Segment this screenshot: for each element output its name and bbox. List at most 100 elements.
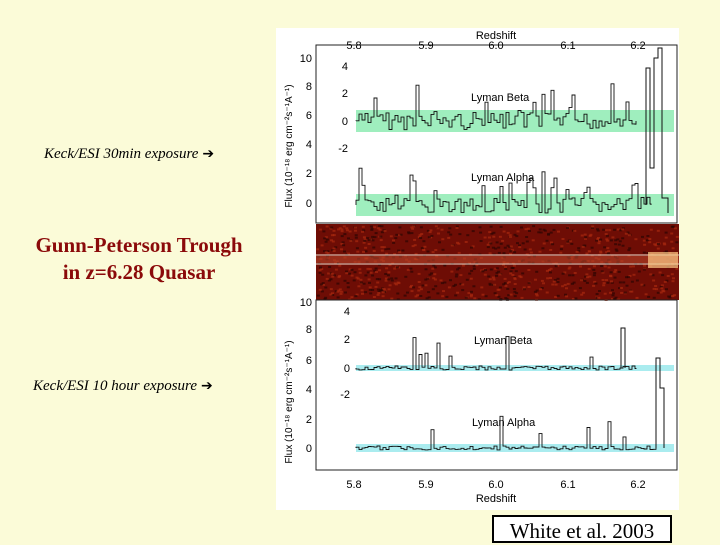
image-noise-pixel	[596, 238, 600, 241]
image-noise-pixel	[601, 279, 605, 281]
image-noise-pixel	[377, 290, 381, 293]
image-noise-pixel	[567, 267, 571, 270]
image-noise-pixel	[318, 288, 322, 291]
bottom-spectrum-panel	[315, 299, 678, 471]
flux-trace	[355, 83, 637, 131]
image-noise-pixel	[573, 272, 577, 274]
image-noise-pixel	[514, 270, 518, 273]
image-noise-pixel	[380, 249, 384, 252]
image-noise-pixel	[427, 296, 431, 299]
image-noise-pixel	[574, 297, 578, 300]
image-noise-pixel	[397, 249, 401, 252]
image-noise-pixel	[340, 248, 343, 251]
image-noise-pixel	[651, 274, 655, 277]
image-noise-pixel	[398, 226, 402, 229]
image-noise-pixel	[520, 296, 524, 299]
image-noise-pixel	[511, 248, 515, 251]
flux-ticks-bottom: 10 8 6 4 2 0	[300, 297, 312, 455]
image-noise-pixel	[363, 239, 367, 242]
image-noise-pixel	[381, 295, 385, 298]
image-noise-pixel	[342, 225, 346, 228]
image-noise-pixel	[432, 277, 436, 280]
image-noise-pixel	[565, 295, 569, 298]
image-noise-pixel	[322, 230, 326, 233]
trace-band	[316, 256, 679, 263]
image-noise-pixel	[590, 246, 594, 249]
image-noise-pixel	[528, 230, 531, 232]
image-noise-pixel	[670, 240, 674, 243]
image-noise-pixel	[494, 267, 498, 270]
image-noise-pixel	[644, 293, 648, 296]
image-noise-pixel	[384, 279, 388, 282]
image-noise-pixel	[355, 247, 359, 250]
image-noise-pixel	[383, 229, 387, 232]
image-noise-pixel	[513, 233, 517, 236]
image-noise-pixel	[440, 228, 444, 231]
image-noise-pixel	[587, 267, 591, 270]
image-noise-pixel	[461, 289, 465, 292]
image-noise-pixel	[508, 234, 512, 237]
bottom-plot-frame	[315, 299, 678, 471]
image-noise-pixel	[385, 252, 389, 255]
image-noise-pixel	[387, 278, 391, 281]
image-noise-pixel	[457, 242, 461, 245]
image-noise-pixel	[441, 295, 445, 298]
image-noise-pixel	[461, 283, 465, 286]
image-noise-pixel	[364, 246, 368, 249]
image-noise-pixel	[592, 284, 596, 287]
image-noise-pixel	[605, 279, 608, 282]
image-noise-pixel	[458, 233, 462, 236]
image-noise-pixel	[509, 253, 512, 255]
image-noise-pixel	[450, 270, 454, 273]
image-noise-pixel	[438, 241, 441, 244]
image-noise-pixel	[583, 233, 587, 236]
image-noise-pixel	[387, 288, 391, 291]
image-noise-pixel	[318, 271, 322, 274]
image-noise-pixel	[495, 241, 499, 244]
image-noise-pixel	[571, 298, 575, 300]
image-noise-pixel	[579, 265, 582, 268]
image-noise-pixel	[541, 247, 545, 250]
image-noise-pixel	[497, 288, 501, 291]
image-noise-pixel	[542, 242, 546, 245]
image-noise-pixel	[447, 236, 451, 239]
image-noise-pixel	[380, 231, 384, 234]
image-noise-pixel	[596, 228, 599, 231]
image-noise-pixel	[605, 238, 609, 241]
image-noise-pixel	[418, 234, 422, 237]
flux-tick-label: 4	[306, 139, 312, 151]
image-noise-pixel	[495, 271, 499, 274]
image-noise-pixel	[502, 283, 506, 286]
image-noise-pixel	[635, 279, 639, 282]
image-noise-pixel	[434, 225, 438, 228]
image-noise-pixel	[671, 280, 675, 283]
flux-tick-label: 6	[306, 355, 312, 367]
image-noise-pixel	[615, 249, 619, 252]
image-noise-pixel	[647, 295, 651, 298]
image-noise-pixel	[646, 235, 650, 237]
image-noise-pixel	[554, 265, 558, 268]
image-noise-pixel	[527, 269, 531, 271]
image-noise-pixel	[340, 235, 344, 238]
image-noise-pixel	[613, 276, 617, 279]
image-noise-pixel	[539, 288, 543, 291]
image-noise-pixel	[655, 288, 658, 291]
image-noise-pixel	[540, 287, 544, 289]
image-noise-pixel	[336, 290, 340, 293]
image-noise-pixel	[614, 269, 618, 272]
image-noise-pixel	[582, 244, 586, 247]
image-noise-pixel	[654, 285, 658, 287]
image-noise-pixel	[332, 229, 336, 232]
image-noise-pixel	[339, 290, 343, 293]
image-noise-pixel	[516, 230, 520, 233]
image-noise-pixel	[498, 286, 502, 289]
image-noise-pixel	[487, 236, 491, 239]
image-noise-pixel	[611, 289, 614, 292]
image-noise-pixel	[410, 270, 414, 273]
image-noise-pixel	[670, 225, 674, 228]
image-noise-pixel	[621, 227, 625, 230]
image-noise-pixel	[410, 290, 414, 293]
image-noise-pixel	[417, 272, 421, 275]
image-noise-pixel	[412, 225, 416, 228]
image-noise-pixel	[507, 294, 511, 297]
